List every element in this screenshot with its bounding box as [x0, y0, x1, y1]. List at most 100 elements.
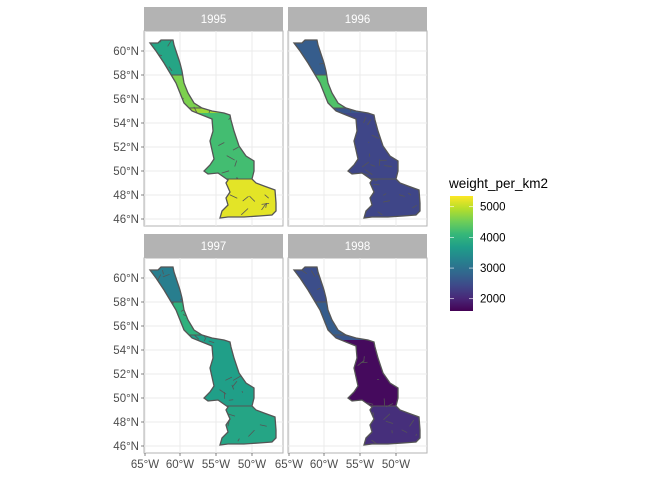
facet-panel-1995: 1995 46°N 48°N 50°N 52°N 54°N 56°N 58°N 60°N [113, 7, 284, 227]
legend-label: 4000 [480, 232, 506, 244]
facet-strip [288, 234, 427, 258]
legend-label: 5000 [480, 202, 506, 214]
cell-border [363, 116, 367, 124]
cell-border [364, 169, 373, 175]
cell-border [412, 204, 417, 209]
cell-border [249, 195, 256, 202]
cell-border [167, 40, 172, 47]
legend-title: weight_per_km2 [448, 176, 548, 191]
x-tick-label: 65°W [131, 459, 159, 471]
facet-strip-label: 1997 [201, 241, 227, 253]
facet-panel-1997: 1997 46°N 48°N 50°N 52°N 54°N 56°N 58°N 60°N 65°W… [113, 234, 284, 471]
cell-border [168, 66, 173, 72]
cell-border [383, 165, 392, 167]
y-tick-label: 54°N [113, 345, 139, 357]
cell-border [232, 146, 239, 151]
cell-border [229, 194, 238, 199]
y-tick-label: 54°N [113, 118, 139, 130]
x-tick-label: 60°W [310, 459, 338, 471]
y-tick-label: 60°N [113, 46, 139, 58]
cell-border [225, 376, 233, 381]
facet-strip-label: 1995 [201, 14, 227, 26]
cell-border [401, 429, 408, 433]
cell-border [261, 202, 267, 211]
cell-border [241, 391, 244, 393]
cell-border [203, 336, 207, 342]
y-tick-label: 48°N [113, 190, 139, 202]
y-tick-label: 50°N [113, 393, 139, 405]
cell-border [193, 334, 200, 340]
facet-strip-label: 1996 [345, 14, 371, 26]
legend-colorbar [450, 196, 473, 311]
cell-border [367, 402, 374, 405]
y-tick-label: 52°N [113, 369, 139, 381]
facet-strip-label: 1998 [345, 241, 371, 253]
y-tick-label: 56°N [113, 321, 139, 333]
cell-border [374, 179, 378, 182]
legend: weight_per_km2 2000 3000 4000 5000 [448, 176, 548, 311]
y-tick-label: 46°N [113, 214, 139, 226]
cell-border [232, 380, 238, 388]
x-tick-label: 55°W [346, 459, 374, 471]
facet-strip [144, 234, 283, 258]
cell-border [240, 208, 249, 216]
cell-border [242, 196, 249, 202]
region-outline [292, 39, 421, 219]
cell-border [162, 274, 170, 278]
cell-border [221, 170, 230, 174]
facet-panel-1996: 1996 [287, 7, 428, 227]
cell-border [226, 155, 235, 161]
y-tick-label: 48°N [113, 417, 139, 429]
y-tick-label: 56°N [113, 94, 139, 106]
y-tick-label: 58°N [113, 297, 139, 309]
facet-panel-1998: 1998 65°W 60°W 55°W 50°W [275, 234, 428, 471]
x-tick-label: 55°W [202, 459, 230, 471]
cell-border [408, 192, 412, 196]
cell-border [382, 200, 390, 203]
x-tick-label: 50°W [382, 459, 410, 471]
x-tick-label: 50°W [238, 459, 266, 471]
facet-strip [288, 7, 427, 31]
legend-label: 3000 [480, 263, 506, 275]
cell-border [377, 211, 383, 216]
legend-label: 2000 [480, 294, 506, 306]
y-tick-label: 50°N [113, 166, 139, 178]
facet-strip [144, 7, 283, 31]
cell-border [385, 420, 394, 424]
y-tick-label: 46°N [113, 441, 139, 453]
cell-border [383, 413, 391, 421]
cell-border [371, 134, 379, 139]
cell-border [232, 375, 241, 381]
x-tick-label: 60°W [166, 459, 194, 471]
cell-border [415, 433, 417, 437]
cell-border [231, 384, 235, 390]
y-tick-label: 52°N [113, 142, 139, 154]
cell-border [264, 194, 269, 199]
cell-border [316, 287, 321, 290]
cell-border [373, 183, 380, 186]
cell-border [259, 424, 267, 427]
cell-border [157, 274, 162, 281]
region-outline [148, 266, 277, 446]
cell-border [361, 161, 370, 168]
region-outline [148, 39, 277, 219]
cell-border [234, 160, 238, 167]
cell-border [372, 412, 375, 416]
x-tick-label: 65°W [275, 459, 303, 471]
cell-border [237, 438, 240, 442]
cell-border [310, 270, 316, 278]
cell-border [409, 419, 415, 427]
cell-border [219, 389, 227, 395]
cell-border [370, 164, 376, 167]
cell-border [218, 142, 225, 146]
y-tick-label: 60°N [113, 273, 139, 285]
cell-border [367, 119, 372, 126]
cell-border [248, 429, 255, 437]
cell-border [398, 194, 406, 197]
y-tick-label: 58°N [113, 70, 139, 82]
region-outline [292, 266, 421, 446]
cell-border [382, 193, 387, 196]
cell-border [363, 356, 365, 363]
cell-border [357, 359, 365, 367]
